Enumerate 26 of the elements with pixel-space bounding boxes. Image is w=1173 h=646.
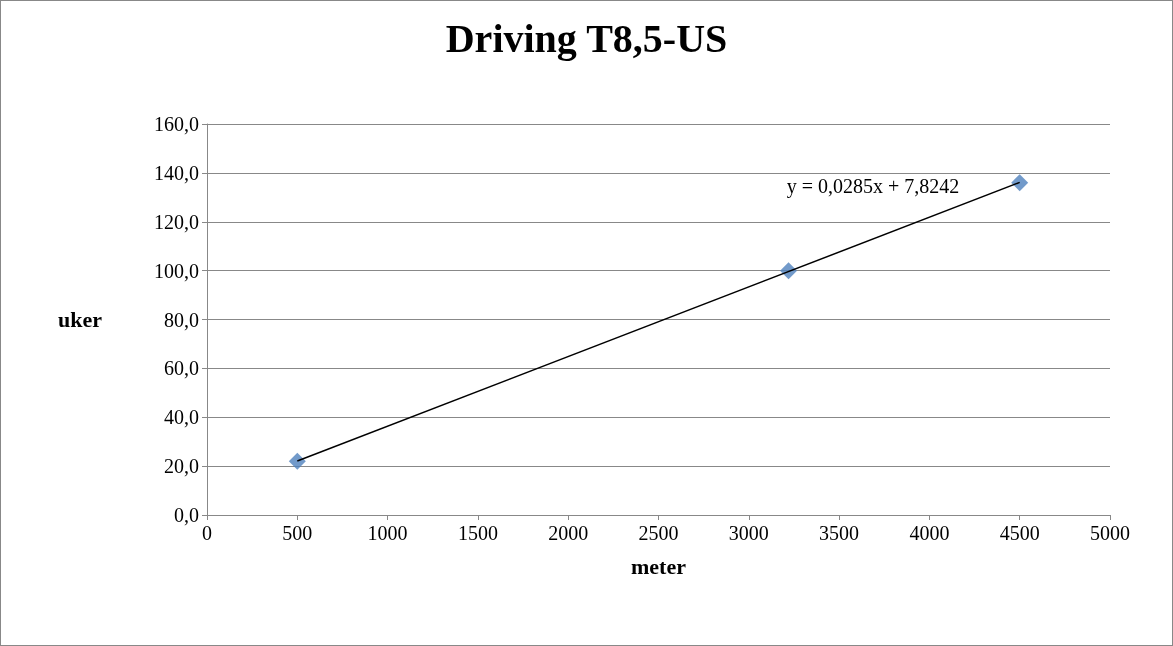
annotation: y = 0,0285x + 7,8242: [786, 175, 960, 198]
x-tick-label: 4500: [999, 522, 1040, 544]
x-tick-label: 0: [202, 522, 212, 544]
x-tick-label: 1000: [367, 522, 408, 544]
x-tick-label: 3500: [819, 522, 860, 544]
y-tick-label: 0,0: [174, 504, 199, 526]
y-tick-label: 100,0: [154, 259, 199, 282]
x-tick-label: 2500: [638, 522, 679, 544]
x-tick-label: 2000: [548, 522, 589, 544]
x-tick-label: 500: [282, 522, 313, 544]
x-axis-title: meter: [631, 553, 687, 579]
x-tick-label: 3000: [728, 522, 769, 544]
y-tick-label: 80,0: [164, 308, 199, 331]
point: [288, 452, 306, 470]
x-tick-label: 4000: [909, 522, 950, 544]
x-tick-label: 5000: [1090, 522, 1130, 544]
y-tick-label: 20,0: [164, 455, 199, 478]
y-tick-label: 40,0: [164, 406, 199, 429]
point: [1011, 174, 1029, 192]
y-tick-label: 60,0: [164, 357, 199, 380]
y-tick-label: 120,0: [154, 210, 199, 233]
y-tick-label: 160,0: [154, 113, 199, 135]
y-tick-label: 140,0: [154, 161, 199, 184]
x-tick-label: 1500: [457, 522, 498, 544]
y-axis-title: uker: [58, 307, 103, 332]
chart-title: Driving T8,5-US: [445, 15, 728, 61]
